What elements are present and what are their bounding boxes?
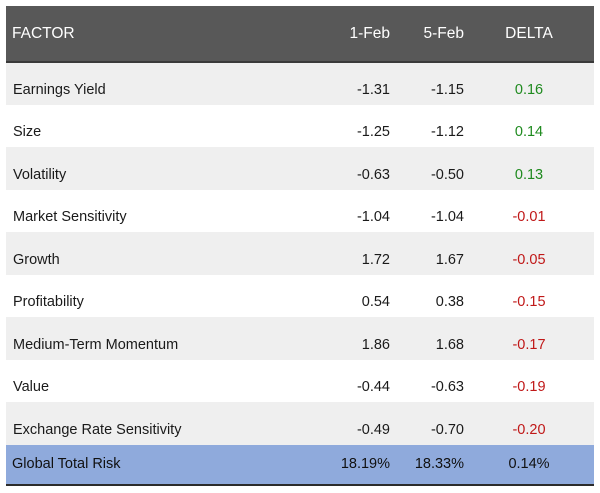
value-date-1: 1.72 (361, 251, 390, 268)
table-row: Size -1.25 -1.12 0.14 (6, 104, 594, 147)
table-row: Volatility -0.63 -0.50 0.13 (6, 147, 594, 190)
factor-name: Growth (13, 251, 60, 268)
value-date-1: -1.04 (356, 209, 390, 225)
value-date-1: -0.63 (356, 166, 390, 183)
value-date-2: -1.15 (390, 61, 464, 105)
header-row: FACTOR 1-Feb 5-Feb DELTA (6, 6, 594, 62)
total-date-2: 18.33% (390, 444, 464, 486)
value-date-2: -1.12 (430, 124, 464, 140)
factor-name: Market Sensitivity (13, 209, 127, 225)
factor-name: Profitability (13, 294, 84, 310)
value-date-2: -0.50 (430, 166, 464, 183)
value-date-2: -0.70 (430, 421, 464, 438)
value-delta: 0.14 (514, 124, 544, 140)
value-date-1: 0.54 (361, 294, 390, 310)
value-date-1: -1.31 (276, 61, 390, 105)
table-total: Global Total Risk 18.19% 18.33% 0.14% (6, 444, 594, 486)
value-date-1: -0.49 (356, 421, 390, 438)
table-header: FACTOR 1-Feb 5-Feb DELTA (6, 6, 594, 62)
value-delta: -0.15 (512, 294, 546, 310)
value-date-2: 0.38 (435, 294, 464, 310)
factor-name: Size (13, 124, 42, 140)
total-date-1: 18.19% (276, 444, 390, 486)
factor-name: Volatility (13, 166, 67, 183)
table-row: Exchange Rate Sensitivity -0.49 -0.70 -0… (6, 402, 594, 445)
header-factor: FACTOR (12, 24, 75, 42)
factor-delta-table: FACTOR 1-Feb 5-Feb DELTA Earnings Yield … (6, 6, 594, 486)
value-delta: -0.05 (512, 251, 546, 268)
table-row: Growth 1.72 1.67 -0.05 (6, 232, 594, 275)
value-delta: -0.17 (512, 336, 546, 353)
factor-name: Medium-Term Momentum (13, 336, 179, 353)
value-date-2: 1.68 (435, 336, 464, 353)
value-delta: -0.19 (512, 379, 546, 395)
table-body: Earnings Yield -1.31 -1.15 0.16 Size -1.… (6, 61, 594, 445)
value-delta: -0.20 (512, 421, 546, 438)
value-date-2: 1.67 (435, 251, 464, 268)
table-row: Medium-Term Momentum 1.86 1.68 -0.17 (6, 317, 594, 360)
factor-name: Value (13, 379, 50, 395)
value-date-1: 1.86 (361, 336, 390, 353)
value-date-1: -0.44 (356, 379, 390, 395)
total-row: Global Total Risk 18.19% 18.33% 0.14% (6, 444, 594, 486)
factor-name: Earnings Yield (6, 61, 276, 105)
total-delta: 0.14% (464, 444, 594, 486)
table-row: Earnings Yield -1.31 -1.15 0.16 (6, 61, 594, 105)
value-delta: 0.13 (514, 166, 544, 183)
value-delta: -0.01 (512, 209, 546, 225)
factor-name: Exchange Rate Sensitivity (13, 421, 182, 438)
value-date-2: -0.63 (430, 379, 464, 395)
header-date-1: 1-Feb (349, 24, 391, 42)
header-delta: DELTA (505, 24, 553, 42)
table-row: Profitability 0.54 0.38 -0.15 (6, 274, 594, 317)
table-row: Value -0.44 -0.63 -0.19 (6, 359, 594, 402)
header-date-2: 5-Feb (423, 24, 465, 42)
value-date-2: -1.04 (430, 209, 464, 225)
value-date-1: -1.25 (356, 124, 390, 140)
value-delta: 0.16 (464, 61, 594, 105)
table-row: Market Sensitivity -1.04 -1.04 -0.01 (6, 189, 594, 232)
factor-table-container: FACTOR 1-Feb 5-Feb DELTA Earnings Yield … (6, 6, 594, 486)
total-label: Global Total Risk (6, 444, 276, 486)
